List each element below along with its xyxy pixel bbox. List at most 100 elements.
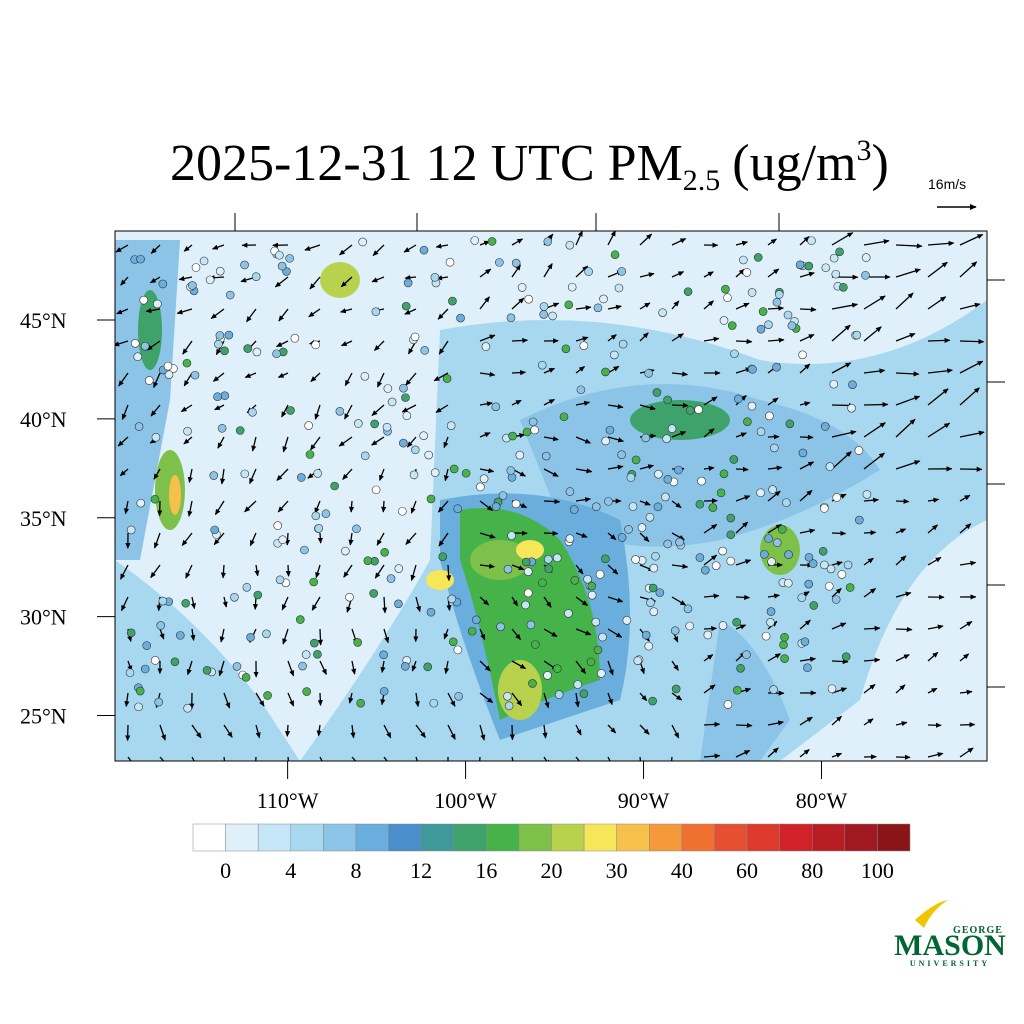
station-dot bbox=[356, 698, 365, 708]
station-dot bbox=[430, 273, 440, 282]
station-dot bbox=[770, 443, 779, 453]
wind-arrow bbox=[895, 626, 913, 633]
colorbar-label: 60 bbox=[736, 858, 758, 883]
wind-arrow bbox=[511, 297, 525, 310]
station-dot bbox=[772, 297, 782, 307]
station-dot bbox=[732, 685, 742, 695]
wind-arrow bbox=[767, 268, 780, 278]
station-dot bbox=[662, 434, 671, 443]
wind-arrow bbox=[927, 524, 938, 534]
wind-arrow bbox=[703, 654, 714, 662]
station-dot bbox=[646, 598, 655, 607]
station-dot bbox=[386, 574, 396, 583]
wind-arrow bbox=[339, 244, 353, 256]
station-dot bbox=[804, 552, 814, 562]
wind-arrow bbox=[575, 265, 589, 278]
wind-arrow bbox=[511, 756, 514, 761]
station-dot bbox=[379, 686, 389, 696]
wind-arrow bbox=[895, 292, 914, 310]
wind-arrow bbox=[190, 628, 196, 641]
wind-arrow bbox=[118, 372, 129, 387]
station-dot bbox=[648, 696, 657, 706]
station-dot bbox=[487, 237, 497, 246]
wind-arrow bbox=[735, 624, 747, 630]
station-dot bbox=[398, 506, 407, 516]
wind-arrow bbox=[863, 422, 886, 438]
wind-arrow bbox=[433, 372, 449, 382]
station-dot bbox=[252, 347, 262, 357]
station-dot bbox=[358, 237, 367, 247]
wind-arrow bbox=[863, 368, 886, 374]
wind-arrow bbox=[438, 340, 449, 355]
station-dot bbox=[522, 427, 532, 437]
wind-arrow bbox=[575, 400, 591, 406]
station-dot bbox=[215, 266, 225, 276]
station-dot bbox=[253, 590, 263, 600]
station-dot bbox=[335, 406, 345, 416]
station-dot bbox=[426, 607, 436, 617]
wind-arrow bbox=[607, 692, 613, 706]
station-dot bbox=[310, 638, 319, 648]
wind-arrow bbox=[767, 465, 783, 471]
station-dot bbox=[354, 419, 363, 428]
wind-arrow bbox=[895, 654, 910, 662]
frame-ticks bbox=[234, 213, 1005, 688]
colorbar-label: 30 bbox=[606, 858, 628, 883]
colorbar-label: 16 bbox=[475, 858, 497, 883]
wind-arrow bbox=[927, 624, 944, 630]
station-dot bbox=[379, 650, 388, 660]
wind-arrow bbox=[703, 428, 715, 438]
lat-tick-label: 40°N bbox=[20, 407, 67, 432]
wind-arrow bbox=[121, 404, 129, 421]
station-dot bbox=[158, 596, 168, 606]
wind-arrow bbox=[895, 721, 908, 727]
wind-arrow bbox=[214, 404, 225, 411]
station-dot bbox=[587, 590, 597, 600]
station-dot bbox=[719, 469, 729, 479]
station-dot bbox=[321, 509, 331, 519]
station-dot bbox=[311, 511, 321, 521]
station-dot bbox=[723, 700, 733, 709]
wind-arrow bbox=[767, 653, 782, 662]
station-dot bbox=[862, 490, 872, 499]
station-dot bbox=[586, 657, 596, 667]
station-dot bbox=[561, 344, 571, 354]
wind-arrow bbox=[799, 363, 811, 374]
wind-arrow bbox=[831, 232, 854, 246]
colorbar-box bbox=[355, 823, 389, 852]
station-dot bbox=[156, 621, 166, 630]
lon-tick-label: 90°W bbox=[618, 788, 670, 813]
wind-arrow bbox=[153, 372, 161, 389]
station-dot bbox=[748, 365, 757, 374]
wind-arrow bbox=[543, 596, 552, 608]
station-dot bbox=[820, 422, 830, 431]
wind-arrow bbox=[252, 596, 259, 610]
station-dot bbox=[598, 632, 607, 642]
station-dot bbox=[661, 492, 670, 502]
wind-arrow bbox=[639, 332, 649, 342]
wind-arrow bbox=[178, 275, 193, 282]
colorbar-label: 40 bbox=[671, 858, 693, 883]
station-dot bbox=[471, 615, 481, 625]
station-dot bbox=[164, 370, 174, 379]
wind-arrow bbox=[276, 340, 289, 348]
station-dot bbox=[552, 553, 562, 563]
lon-tick-label: 110°W bbox=[257, 788, 319, 813]
station-dot bbox=[579, 341, 589, 350]
station-dot bbox=[645, 513, 655, 522]
station-dot bbox=[183, 426, 192, 436]
station-dot bbox=[199, 256, 209, 266]
wind-arrow bbox=[304, 244, 321, 251]
wind-arrow bbox=[543, 436, 559, 442]
station-dot bbox=[648, 583, 658, 593]
wind-arrow bbox=[831, 622, 847, 630]
wind-arrow bbox=[371, 436, 385, 446]
wind-arrow bbox=[374, 564, 385, 579]
station-dot bbox=[521, 600, 530, 610]
colorbar-label: 4 bbox=[285, 858, 296, 883]
station-dot bbox=[290, 333, 300, 343]
colorbar-label: 12 bbox=[410, 858, 432, 883]
wind-arrow bbox=[639, 464, 654, 470]
station-dot bbox=[845, 583, 855, 592]
wind-arrow bbox=[278, 308, 289, 322]
